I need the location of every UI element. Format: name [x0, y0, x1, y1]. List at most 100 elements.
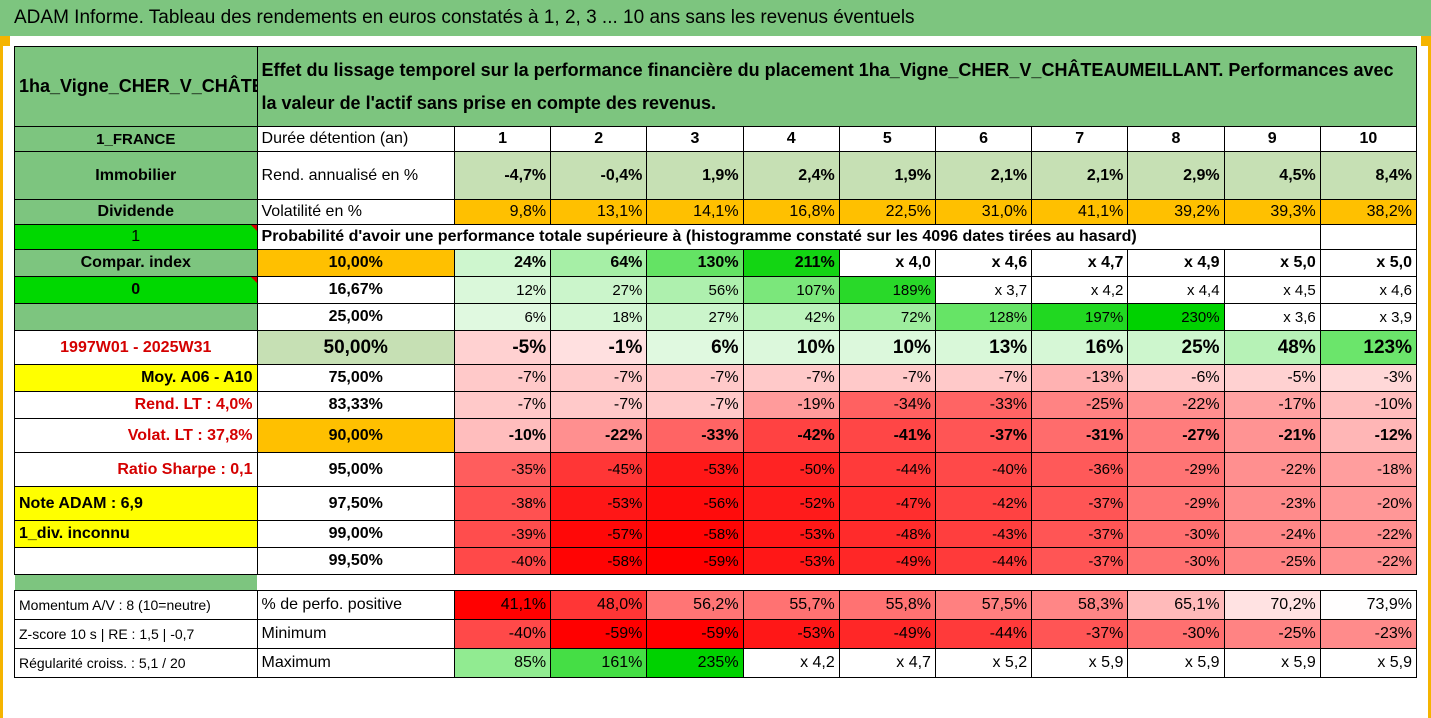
minimum-row: Z-score 10 s | RE : 1,5 | -0,7 Minimum -40… — [14, 619, 1418, 649]
quantile-cell: -58% — [646, 520, 744, 548]
maximum-cell: 161% — [550, 648, 648, 678]
quantile-cell: -7% — [550, 391, 648, 419]
quantile-cell: -23% — [1223, 486, 1321, 521]
frame-border — [0, 36, 3, 718]
rend-cell: -4,7% — [453, 151, 552, 200]
maximum-cell: 235% — [646, 648, 744, 678]
quantile-cell: 48% — [1223, 330, 1321, 365]
quantile-cell: -12% — [1319, 418, 1418, 453]
quantile-cell: -30% — [1127, 520, 1225, 548]
year-header: 9 — [1223, 126, 1321, 152]
minimum-cell: -40% — [453, 619, 552, 649]
quantile-cell: -53% — [550, 486, 648, 521]
quantile-cell: x 5,0 — [1223, 249, 1321, 277]
quantile-cell: -39% — [453, 520, 552, 548]
quantile-cell: 64% — [550, 249, 648, 277]
rend-cell: -0,4% — [550, 151, 648, 200]
quantile-cell: -29% — [1127, 486, 1225, 521]
asset-name: 1ha_Vigne_CHER_V_CHÂTEAUMEILLANT — [14, 46, 258, 127]
quantile-cell: -22% — [1319, 520, 1418, 548]
quantile-cell: -24% — [1223, 520, 1321, 548]
quantile-cell: -43% — [934, 520, 1033, 548]
quantile-cell: -10% — [1319, 391, 1418, 419]
rend-lt-label: Rend. LT : 4,0% — [14, 391, 258, 419]
minimum-cell: -59% — [550, 619, 648, 649]
quantile-cell: -22% — [1319, 547, 1418, 575]
regularite-label: Régularité croiss. : 5,1 / 20 — [14, 648, 258, 678]
quantile-label: 50,00% — [256, 330, 455, 365]
rend-label: Rend. annualisé en % — [256, 151, 455, 200]
quantile-label: 90,00% — [256, 418, 455, 453]
maximum-cell: x 5,9 — [1127, 648, 1225, 678]
year-header: 4 — [742, 126, 840, 152]
corner-marker — [0, 36, 10, 46]
blank-cell — [1319, 224, 1418, 250]
quantile-cell: 12% — [453, 276, 552, 304]
minimum-cell: -37% — [1031, 619, 1129, 649]
duree-label: Durée détention (an) — [256, 126, 455, 152]
quantile-cell: -41% — [838, 418, 936, 453]
quantile-cell: -22% — [1223, 452, 1321, 487]
quantile-cell: -7% — [646, 364, 744, 392]
volat-cell: 38,2% — [1319, 199, 1418, 225]
quantile-cell: -59% — [646, 547, 744, 575]
quantile-cell: -48% — [838, 520, 936, 548]
quantile-row: 1_div. inconnu 99,00% -39% -57% -58% -53% -48%… — [14, 520, 1418, 548]
quantile-row: 1997W01 - 2025W31 50,00% -5% -1% 6% 10% 10% 13%… — [14, 330, 1418, 365]
quantile-cell: x 4,7 — [1031, 249, 1129, 277]
quantile-cell: 6% — [646, 330, 744, 365]
maximum-cell: x 5,9 — [1223, 648, 1321, 678]
quantile-cell: 230% — [1127, 303, 1225, 331]
rend-cell: 2,9% — [1127, 151, 1225, 200]
quantile-label: 16,67% — [256, 276, 455, 304]
quantile-cell: -7% — [453, 364, 552, 392]
quantile-cell: 6% — [453, 303, 552, 331]
quantile-cell: -40% — [934, 452, 1033, 487]
rend-cell: 4,5% — [1223, 151, 1321, 200]
quantile-row: 99,50% -40% -58% -59% -53% -49% -44% -37% -30% -2… — [14, 547, 1418, 575]
quantile-cell: -42% — [934, 486, 1033, 521]
quantile-cell: -3% — [1319, 364, 1418, 392]
quantile-cell: -7% — [646, 391, 744, 419]
year-header: 1 — [453, 126, 552, 152]
maximum-cell: x 4,2 — [742, 648, 840, 678]
rend-cell: 1,9% — [838, 151, 936, 200]
input-one[interactable]: 1 — [14, 224, 258, 250]
maximum-row: Régularité croiss. : 5,1 / 20 Maximum 85% 1… — [14, 648, 1418, 678]
rend-cell: 2,1% — [934, 151, 1033, 200]
volat-cell: 13,1% — [550, 199, 648, 225]
rend-cell: 1,9% — [646, 151, 744, 200]
volat-lt-label: Volat. LT : 37,8% — [14, 418, 258, 453]
quantile-cell: 189% — [838, 276, 936, 304]
quantile-cell: -35% — [453, 452, 552, 487]
category-label: Immobilier — [14, 151, 258, 200]
quantile-cell: 10% — [838, 330, 936, 365]
quantile-cell: -49% — [838, 547, 936, 575]
quantile-cell: -30% — [1127, 547, 1225, 575]
quantile-cell: 123% — [1319, 330, 1418, 365]
year-header: 6 — [934, 126, 1033, 152]
quantile-cell: -56% — [646, 486, 744, 521]
quantile-cell: x 3,9 — [1319, 303, 1418, 331]
performance-table: 1ha_Vigne_CHER_V_CHÂTEAUMEILLANT Effet d… — [14, 46, 1418, 678]
quantile-row: Moy. A06 - A10 75,00% -7% -7% -7% -7% -7% -7% -1… — [14, 364, 1418, 392]
year-header: 5 — [838, 126, 936, 152]
quantile-cell: -1% — [550, 330, 648, 365]
quantile-cell: -20% — [1319, 486, 1418, 521]
quantile-cell: 16% — [1031, 330, 1129, 365]
positive-cell: 56,2% — [646, 590, 744, 620]
quantile-cell: -29% — [1127, 452, 1225, 487]
quantile-label: 25,00% — [256, 303, 455, 331]
quantile-cell: x 4,6 — [1319, 276, 1418, 304]
quantile-cell: -10% — [453, 418, 552, 453]
quantile-cell: 72% — [838, 303, 936, 331]
quantile-row: Note ADAM : 6,9 97,50% -38% -53% -56% -52% -47… — [14, 486, 1418, 521]
quantile-cell: -53% — [646, 452, 744, 487]
input-zero[interactable]: 0 — [14, 276, 258, 304]
year-header: 2 — [550, 126, 648, 152]
year-header: 7 — [1031, 126, 1129, 152]
moy-label: Moy. A06 - A10 — [14, 364, 258, 392]
div-label: 1_div. inconnu — [14, 520, 258, 548]
quantile-cell: -44% — [934, 547, 1033, 575]
minimum-cell: -59% — [646, 619, 744, 649]
